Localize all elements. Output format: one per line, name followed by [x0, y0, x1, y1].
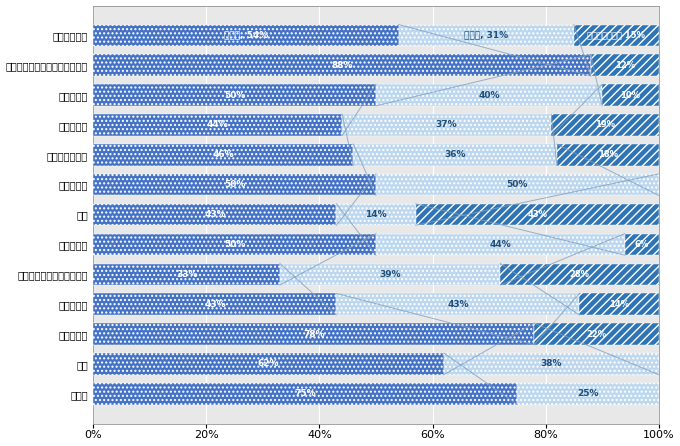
Bar	[574, 25, 659, 46]
Bar	[557, 144, 659, 165]
Bar	[280, 264, 500, 285]
Bar	[93, 353, 444, 375]
Bar	[398, 25, 574, 46]
Bar	[415, 204, 659, 225]
Bar	[93, 144, 354, 165]
Text: 75%: 75%	[294, 389, 316, 398]
Text: 50%: 50%	[507, 180, 528, 189]
Bar	[376, 84, 602, 106]
Text: 37%: 37%	[436, 120, 458, 129]
Bar	[93, 383, 517, 405]
Text: 50%: 50%	[224, 180, 245, 189]
Text: 10%: 10%	[620, 91, 641, 99]
Text: 43%: 43%	[204, 210, 226, 219]
Text: 36%: 36%	[445, 150, 466, 159]
Text: 策定していない 15%: 策定していない 15%	[588, 31, 645, 40]
Bar	[342, 114, 551, 136]
Bar	[551, 114, 659, 136]
Text: 策定済, 54%: 策定済, 54%	[224, 31, 268, 40]
Bar	[337, 204, 415, 225]
Bar	[93, 264, 280, 285]
Text: 43%: 43%	[527, 210, 547, 219]
Bar	[93, 323, 534, 345]
Bar	[93, 114, 342, 136]
Bar	[444, 353, 659, 375]
Bar	[337, 293, 579, 315]
Bar	[354, 144, 557, 165]
Text: 39%: 39%	[379, 270, 401, 279]
Text: 12%: 12%	[615, 61, 634, 70]
Text: 28%: 28%	[569, 270, 590, 279]
Text: 14%: 14%	[365, 210, 387, 219]
Bar	[625, 234, 659, 255]
Bar	[517, 383, 659, 405]
Bar	[591, 54, 659, 76]
Text: 50%: 50%	[224, 240, 245, 249]
Text: 18%: 18%	[598, 150, 617, 159]
Bar	[93, 174, 376, 195]
Text: 50%: 50%	[224, 91, 245, 99]
Text: 44%: 44%	[207, 120, 228, 129]
Bar	[376, 234, 625, 255]
Bar	[579, 293, 659, 315]
Bar	[93, 54, 591, 76]
Bar	[602, 84, 659, 106]
Bar	[534, 323, 659, 345]
Text: 78%: 78%	[303, 330, 324, 339]
Bar	[93, 234, 376, 255]
Text: 6%: 6%	[634, 240, 649, 249]
Text: 38%: 38%	[541, 359, 562, 368]
Text: 88%: 88%	[331, 61, 353, 70]
Text: 33%: 33%	[176, 270, 197, 279]
Bar	[93, 293, 337, 315]
Text: 43%: 43%	[447, 300, 469, 309]
Text: 43%: 43%	[204, 300, 226, 309]
Text: 44%: 44%	[490, 240, 511, 249]
Text: 46%: 46%	[213, 150, 234, 159]
Text: 62%: 62%	[258, 359, 279, 368]
Text: 22%: 22%	[586, 330, 607, 339]
Text: 40%: 40%	[478, 91, 500, 99]
Text: 策定中, 31%: 策定中, 31%	[464, 31, 508, 40]
Bar	[93, 25, 398, 46]
Bar	[500, 264, 659, 285]
Bar	[376, 174, 659, 195]
Bar	[93, 204, 337, 225]
Text: 25%: 25%	[577, 389, 598, 398]
Bar	[93, 84, 376, 106]
Text: 14%: 14%	[609, 300, 629, 309]
Text: 19%: 19%	[595, 120, 615, 129]
